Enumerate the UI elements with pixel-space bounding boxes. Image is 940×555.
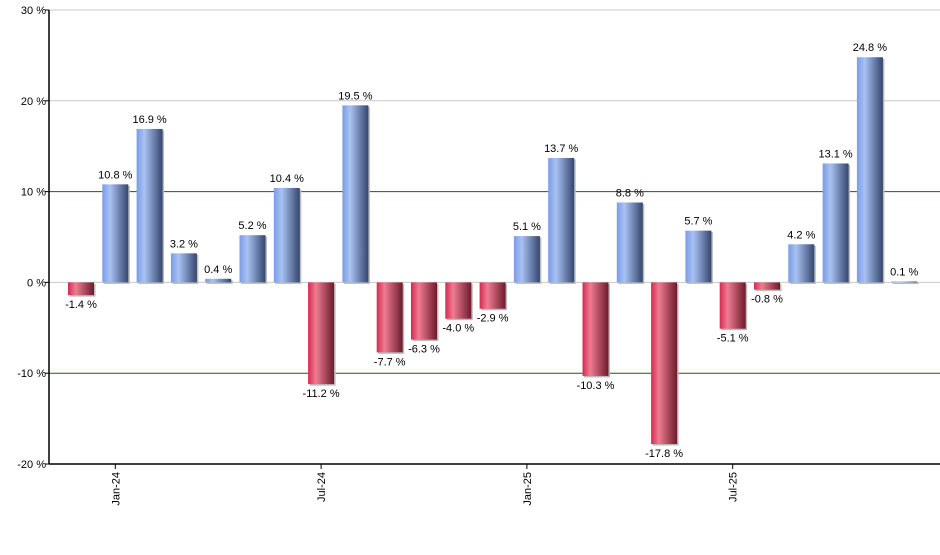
bar-Feb-25 <box>548 158 575 283</box>
bar-Aug-25 <box>754 282 780 290</box>
bars <box>68 57 919 446</box>
data-label: 10.8 % <box>98 169 132 181</box>
bar-Dec-23 <box>68 282 94 296</box>
bar-Sep-25 <box>788 244 815 283</box>
data-label: 5.1 % <box>513 221 541 233</box>
bar-shadow <box>892 282 919 284</box>
bar-Jun-25 <box>685 230 712 283</box>
data-label: 16.9 % <box>132 114 166 126</box>
data-label: 24.8 % <box>853 42 887 54</box>
bar-May-25 <box>651 282 678 445</box>
bar-Jul-24 <box>308 282 335 385</box>
bar-Nov-25 <box>856 57 883 283</box>
bar-Mar-24 <box>170 253 197 283</box>
data-label: -7.7 % <box>374 356 406 368</box>
bar-Feb-24 <box>136 128 163 283</box>
y-tick-label: 0 % <box>27 277 46 289</box>
axes: -20 % -10 % 0 % 10 % 20 % 30 % Jan-24 Jul-24 Jan… <box>17 5 940 506</box>
data-label: 5.2 % <box>238 220 266 232</box>
x-tick-label: Jul-24 <box>316 472 328 502</box>
bar-Jun-24 <box>273 187 300 283</box>
data-label: -17.8 % <box>645 448 683 460</box>
y-tick-label: 30 % <box>21 5 46 17</box>
bar-Aug-24 <box>342 105 369 283</box>
bar-Apr-24 <box>205 278 232 283</box>
bar-Nov-24 <box>445 282 472 319</box>
data-label: -4.0 % <box>442 323 474 335</box>
data-label: -10.3 % <box>577 380 615 392</box>
data-label: 10.4 % <box>270 173 304 185</box>
bar-Jul-25 <box>719 282 746 329</box>
data-label: 4.2 % <box>787 229 815 241</box>
x-tick-label: Jan-24 <box>110 472 122 506</box>
bar-Sep-24 <box>376 282 403 353</box>
data-label: 5.7 % <box>684 216 712 228</box>
y-tick-label: 20 % <box>21 96 46 108</box>
bar-Dec-25 <box>891 281 918 283</box>
data-label: -6.3 % <box>408 344 440 356</box>
data-label: -1.4 % <box>65 299 97 311</box>
data-label: -0.8 % <box>751 294 783 306</box>
bar-Mar-25 <box>582 282 609 376</box>
data-labels: -1.4 % 10.8 % 16.9 % 3.2 % 0.4 % 5.2 % 10.4 % -… <box>65 42 918 460</box>
bar-May-24 <box>239 235 266 283</box>
y-tick-label: -10 % <box>17 368 46 380</box>
y-tick-label: 10 % <box>21 187 46 199</box>
data-label: 13.1 % <box>818 148 852 160</box>
data-label: 19.5 % <box>338 90 372 102</box>
bar-Oct-24 <box>411 282 437 340</box>
bar-Jan-25 <box>513 236 540 283</box>
data-label: 13.7 % <box>544 143 578 155</box>
data-label: 0.4 % <box>204 264 232 276</box>
x-tick-label: Jan-25 <box>522 472 534 506</box>
y-tick-label: -20 % <box>17 459 46 471</box>
x-tick-label: Jul-25 <box>728 472 740 502</box>
data-label: 3.2 % <box>170 238 198 250</box>
data-label: -2.9 % <box>477 313 509 325</box>
bar-Apr-25 <box>616 202 643 283</box>
bar-Dec-24 <box>479 282 506 309</box>
data-label: -5.1 % <box>717 333 749 345</box>
bar-Oct-25 <box>822 163 849 283</box>
data-label: 8.8 % <box>616 187 644 199</box>
data-label: -11.2 % <box>303 388 340 400</box>
data-label: 0.1 % <box>890 266 918 278</box>
bar-Jan-24 <box>102 184 129 283</box>
